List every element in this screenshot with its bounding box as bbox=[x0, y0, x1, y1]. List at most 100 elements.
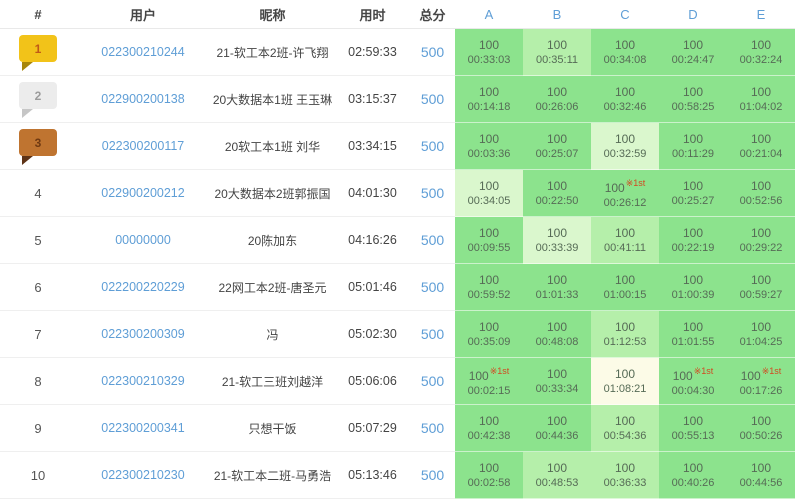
problem-time: 01:04:25 bbox=[739, 335, 783, 348]
total-score-link[interactable]: 500 bbox=[420, 373, 445, 389]
rank-cell: 6 bbox=[0, 264, 76, 311]
table-row: 1 022300210244 21-软工本2班-许飞翔 02:59:33 500… bbox=[0, 29, 795, 76]
user-id-link[interactable]: 022900200212 bbox=[101, 186, 185, 200]
first-solve-marker: ※1st bbox=[693, 365, 714, 376]
total-score-link[interactable]: 500 bbox=[420, 44, 445, 60]
problem-cell: 100 00:34:05 bbox=[455, 170, 523, 217]
rank-number: 6 bbox=[34, 279, 42, 295]
problem-time: 00:48:53 bbox=[535, 476, 579, 489]
problem-cell: 100 00:52:56 bbox=[727, 170, 795, 217]
total-score-link[interactable]: 500 bbox=[420, 279, 445, 295]
column-header-problem-e[interactable]: E bbox=[756, 6, 766, 22]
total-score-link[interactable]: 500 bbox=[420, 185, 445, 201]
problem-cell: 100 00:42:38 bbox=[455, 405, 523, 452]
problem-score: 100 bbox=[750, 272, 772, 287]
problem-time: 00:34:08 bbox=[603, 53, 647, 66]
total-time: 05:06:06 bbox=[348, 374, 397, 388]
problem-cell: 100 00:55:13 bbox=[659, 405, 727, 452]
column-header-problem-c[interactable]: C bbox=[620, 6, 630, 22]
problem-score: 100 bbox=[478, 37, 500, 52]
problem-score: 100 bbox=[614, 272, 636, 287]
problem-cell: 100 00:25:07 bbox=[523, 123, 591, 170]
problem-cell: 100 00:32:24 bbox=[727, 29, 795, 76]
problem-cell: 100※1st 00:17:26 bbox=[727, 358, 795, 405]
problem-time: 00:32:46 bbox=[603, 100, 647, 113]
total-score-link[interactable]: 500 bbox=[420, 91, 445, 107]
score-cell: 500 bbox=[410, 264, 455, 311]
problem-cell: 100 00:24:47 bbox=[659, 29, 727, 76]
problem-time: 00:25:27 bbox=[671, 194, 715, 207]
user-id-link[interactable]: 022300200117 bbox=[101, 139, 185, 153]
problem-cell: 100 00:36:33 bbox=[591, 452, 659, 499]
problem-cell: 100 00:34:08 bbox=[591, 29, 659, 76]
problem-time: 00:25:07 bbox=[535, 147, 579, 160]
problem-cell: 100 01:01:55 bbox=[659, 311, 727, 358]
user-cell: 022300200117 bbox=[76, 123, 210, 170]
user-id-link[interactable]: 022300210329 bbox=[101, 374, 185, 388]
total-time: 05:13:46 bbox=[348, 468, 397, 482]
problem-cell: 100 00:44:56 bbox=[727, 452, 795, 499]
problem-score: 100※1st bbox=[468, 365, 510, 383]
problem-cell: 100 01:00:39 bbox=[659, 264, 727, 311]
problem-time: 00:44:36 bbox=[535, 429, 579, 442]
column-header-problem-d[interactable]: D bbox=[688, 6, 698, 22]
column-header-problem-a[interactable]: A bbox=[484, 6, 494, 22]
total-time: 03:34:15 bbox=[348, 139, 397, 153]
user-cell: 022300210329 bbox=[76, 358, 210, 405]
nickname: 20大数据本2班郭振国 bbox=[214, 186, 331, 201]
column-header-rank: # bbox=[34, 6, 42, 22]
nickname: 20大数据本1班 王玉琳 bbox=[212, 92, 333, 107]
problem-cells: 100 00:03:36 100 00:25:07 100 00:32:59 100 00:1… bbox=[455, 123, 795, 170]
total-score-link[interactable]: 500 bbox=[420, 232, 445, 248]
time-cell: 05:02:30 bbox=[335, 311, 410, 358]
column-header-problem-b[interactable]: B bbox=[552, 6, 562, 22]
total-score-link[interactable]: 500 bbox=[420, 467, 445, 483]
total-score-link[interactable]: 500 bbox=[420, 420, 445, 436]
nickname: 21-软工本2班-许飞翔 bbox=[216, 45, 329, 60]
problem-time: 00:33:34 bbox=[535, 382, 579, 395]
total-time: 04:01:30 bbox=[348, 186, 397, 200]
problem-cell: 100 01:00:15 bbox=[591, 264, 659, 311]
problem-score: 100 bbox=[682, 319, 704, 334]
user-id-link[interactable]: 022200220229 bbox=[101, 280, 185, 294]
problem-cell: 100※1st 00:26:12 bbox=[591, 170, 659, 217]
rank-number: 8 bbox=[34, 373, 42, 389]
problem-score: 100 bbox=[750, 413, 772, 428]
rank-number: 7 bbox=[34, 326, 42, 342]
problem-time: 00:54:36 bbox=[603, 429, 647, 442]
user-id-link[interactable]: 022300210244 bbox=[101, 45, 185, 59]
problem-time: 00:02:58 bbox=[467, 476, 511, 489]
time-cell: 05:01:46 bbox=[335, 264, 410, 311]
total-time: 05:01:46 bbox=[348, 280, 397, 294]
nickname-cell: 21-软工本2班-许飞翔 bbox=[210, 29, 335, 76]
problem-score: 100 bbox=[614, 84, 636, 99]
problem-time: 00:21:04 bbox=[739, 147, 783, 160]
rank-number: 5 bbox=[34, 232, 42, 248]
problem-time: 00:33:39 bbox=[535, 241, 579, 254]
problem-score: 100 bbox=[478, 413, 500, 428]
problem-score: 100 bbox=[546, 178, 568, 193]
user-id-link[interactable]: 022900200138 bbox=[101, 92, 185, 106]
user-id-link[interactable]: 00000000 bbox=[115, 233, 171, 247]
score-cell: 500 bbox=[410, 358, 455, 405]
problem-time: 00:09:55 bbox=[467, 241, 511, 254]
problem-score: 100 bbox=[750, 178, 772, 193]
problem-cell: 100 01:08:21 bbox=[591, 358, 659, 405]
problem-score: 100 bbox=[750, 84, 772, 99]
score-cell: 500 bbox=[410, 76, 455, 123]
problem-cells: 100 00:59:52 100 01:01:33 100 01:00:15 100 01:0… bbox=[455, 264, 795, 311]
problem-score: 100 bbox=[546, 366, 568, 381]
total-score-link[interactable]: 500 bbox=[420, 138, 445, 154]
table-row: 4 022900200212 20大数据本2班郭振国 04:01:30 500 … bbox=[0, 170, 795, 217]
problem-score: 100 bbox=[478, 178, 500, 193]
problem-cell: 100 00:40:26 bbox=[659, 452, 727, 499]
problem-cell: 100 00:44:36 bbox=[523, 405, 591, 452]
total-score-link[interactable]: 500 bbox=[420, 326, 445, 342]
problem-time: 00:14:18 bbox=[467, 100, 511, 113]
rank-cell: 5 bbox=[0, 217, 76, 264]
user-id-link[interactable]: 022300200309 bbox=[101, 327, 185, 341]
problem-time: 00:50:26 bbox=[739, 429, 783, 442]
user-id-link[interactable]: 022300200341 bbox=[101, 421, 185, 435]
user-id-link[interactable]: 022300210230 bbox=[101, 468, 185, 482]
user-cell: 022300210244 bbox=[76, 29, 210, 76]
